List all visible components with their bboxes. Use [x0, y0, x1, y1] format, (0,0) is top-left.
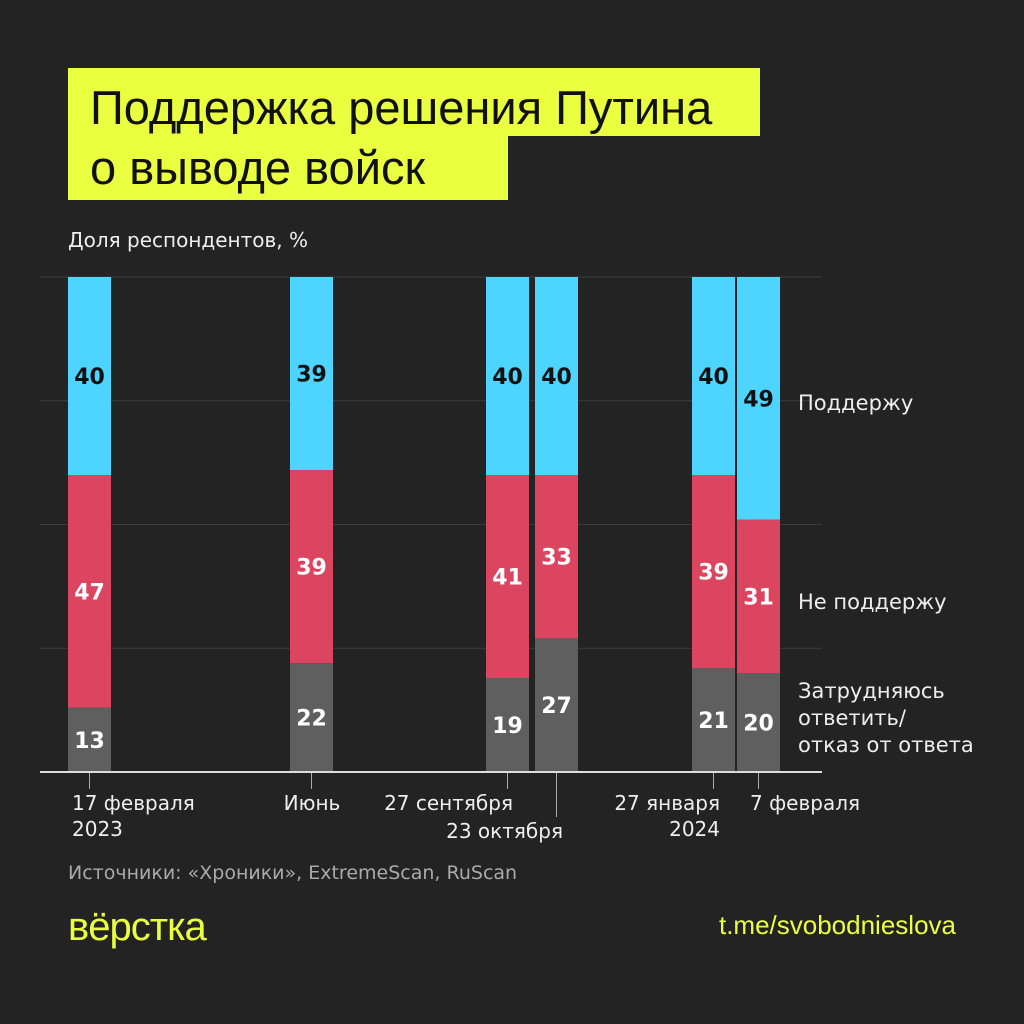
bar-segment	[486, 475, 529, 678]
bar-segment	[486, 677, 529, 772]
x-tick-label: 27 января	[614, 791, 720, 815]
data-label: 39	[296, 363, 327, 388]
title-background-2	[68, 136, 508, 200]
data-label: 22	[296, 707, 327, 732]
bar-segment	[290, 470, 333, 664]
x-tick-label: Июнь	[284, 791, 341, 815]
bar-segment	[68, 707, 111, 772]
bar-segment	[68, 475, 111, 708]
legend-undecided: ответить/	[798, 706, 907, 730]
data-label: 40	[74, 365, 105, 390]
telegram-link[interactable]: t.me/svobodnieslova	[718, 910, 956, 940]
bar-segment	[290, 663, 333, 772]
data-label: 39	[698, 561, 729, 586]
bar-segment	[290, 277, 333, 471]
source-note: Источники: «Хроники», ExtremeScan, RuSca…	[68, 862, 518, 884]
data-label: 31	[743, 585, 774, 610]
data-label: 40	[492, 365, 523, 390]
data-label: 27	[541, 694, 572, 719]
data-label: 33	[541, 546, 572, 571]
bar-segment	[535, 475, 578, 639]
data-label: 13	[74, 729, 105, 754]
bar-segment	[737, 519, 780, 673]
legend-undecided: Затрудняюсь	[798, 679, 945, 703]
legend-support: Поддержу	[798, 391, 913, 415]
bar-segment	[692, 475, 735, 669]
x-tick-label: 23 октября	[446, 819, 563, 843]
bar-segment	[68, 277, 111, 475]
data-label: 49	[743, 387, 774, 412]
bar-segment	[692, 277, 735, 475]
y-axis-label: Доля респондентов, %	[68, 228, 309, 252]
chart-title: Поддержка решения Путина о выводе войск	[90, 81, 713, 194]
title-background	[68, 68, 760, 136]
x-tick-label: 2024	[669, 817, 720, 841]
bar-segment	[535, 638, 578, 772]
logo: вёрстка	[68, 905, 207, 949]
data-label: 40	[541, 365, 572, 390]
bar-segment	[692, 668, 735, 772]
data-label: 41	[492, 565, 523, 590]
data-label: 21	[698, 709, 729, 734]
data-label: 19	[492, 714, 523, 739]
bar-segment	[737, 673, 780, 772]
bar-segment	[737, 277, 780, 520]
data-label: 39	[296, 556, 327, 581]
data-label: 40	[698, 365, 729, 390]
data-label: 20	[743, 712, 774, 737]
bar-segment	[535, 277, 578, 475]
x-tick-label: 17 февраля	[72, 791, 195, 815]
legend-oppose: Не поддержу	[798, 590, 947, 614]
data-label: 47	[74, 580, 105, 605]
x-tick-label: 7 февраля	[750, 791, 860, 815]
bar-segment	[486, 277, 529, 475]
x-tick-label: 2023	[72, 817, 123, 841]
x-tick-label: 27 сентября	[384, 791, 513, 815]
legend-undecided: отказ от ответа	[798, 733, 974, 757]
